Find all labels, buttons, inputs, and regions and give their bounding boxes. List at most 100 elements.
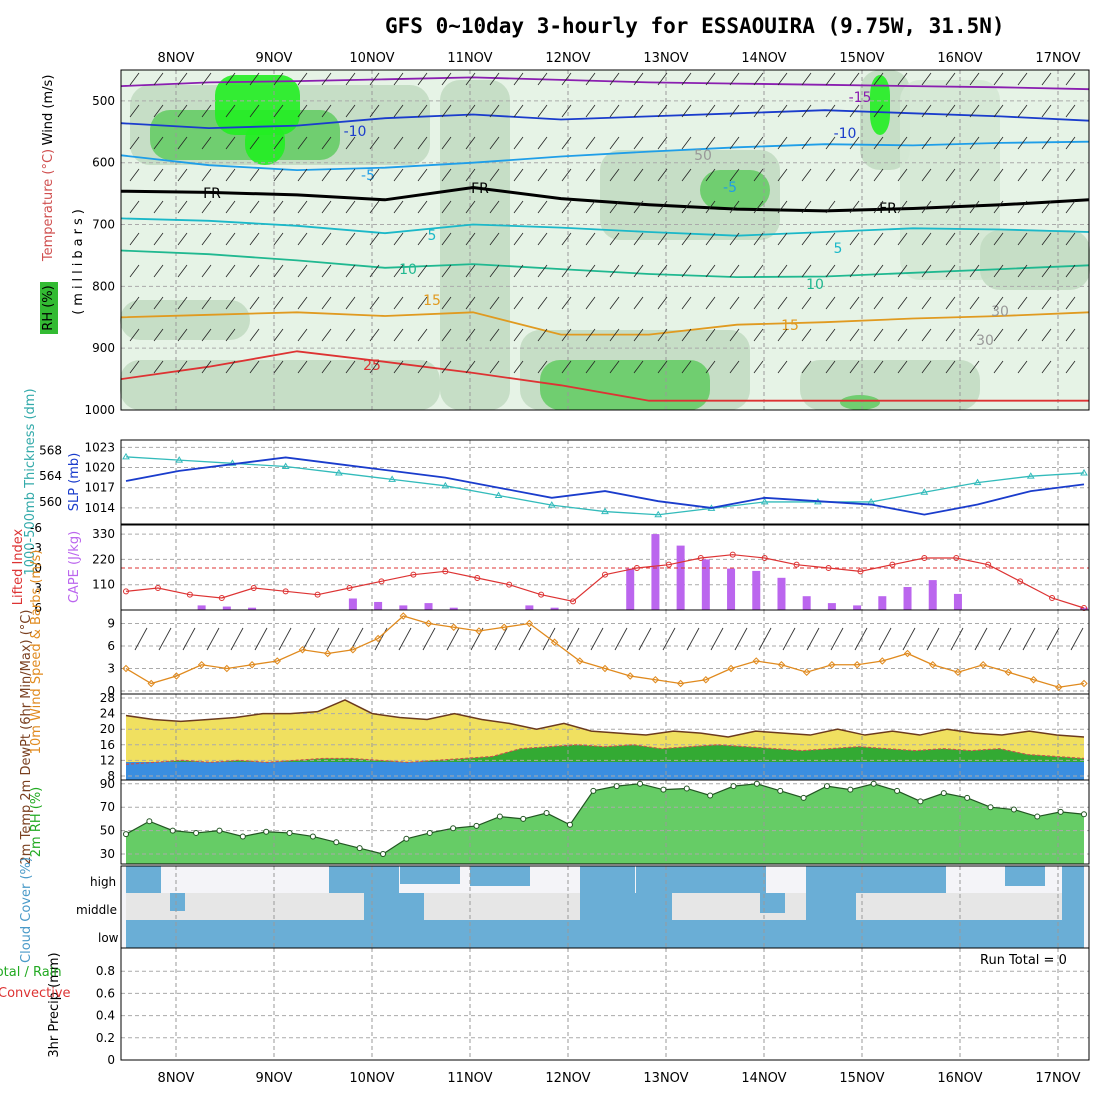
wind-barb: [945, 168, 956, 182]
wind-barb: [633, 136, 644, 150]
wind-barb: [225, 136, 236, 150]
surface-wind-barb: [542, 627, 556, 651]
wind-barb: [873, 264, 884, 278]
wind-barb: [273, 104, 284, 118]
wind-barb: [561, 328, 572, 342]
cool-band: [126, 762, 1084, 780]
cloud-block: [760, 893, 785, 913]
cloud-block: [806, 866, 946, 893]
precip-total-label: Total / Rain: [0, 965, 62, 980]
wind-barb: [681, 264, 692, 278]
cape-ylabel: CAPE (J/kg): [67, 531, 82, 603]
upper-ytick: 500: [92, 94, 115, 108]
wind-barb: [249, 232, 260, 246]
temp-ytick: 8: [107, 769, 115, 783]
wind-barb: [969, 136, 980, 150]
wind-barb: [441, 200, 452, 214]
wind-barb: [897, 136, 908, 150]
rh-point: [286, 829, 293, 836]
wind-speed-point: [802, 668, 811, 676]
rh-shade: [800, 360, 980, 410]
date-label-bottom: 17NOV: [1035, 1071, 1080, 1086]
wind-barb: [609, 136, 620, 150]
surface-wind-barb: [878, 627, 892, 651]
wind-barb: [945, 200, 956, 214]
date-label-bottom: 9NOV: [256, 1071, 293, 1086]
wind-barb: [633, 360, 644, 374]
surface-wind-barb: [158, 627, 172, 651]
wind-barb: [465, 328, 476, 342]
lifted-index-point: [346, 585, 353, 591]
wind-barb: [921, 360, 932, 374]
wind-barb: [753, 264, 764, 278]
wind-barb: [681, 136, 692, 150]
wind-barb: [417, 360, 428, 374]
wind-barb: [705, 104, 716, 118]
cloud-block: [580, 866, 635, 893]
wind-barb: [441, 104, 452, 118]
lifted-index-point: [282, 588, 289, 595]
wind-barb: [681, 232, 692, 246]
rh-point: [1057, 808, 1064, 815]
surface-wind-barb: [494, 627, 508, 651]
rh-point: [380, 851, 387, 857]
wind-barb: [345, 328, 356, 342]
cloud-block: [806, 893, 856, 920]
wind-barb: [489, 328, 500, 342]
wind-barb: [705, 232, 716, 246]
rh-shade: [120, 360, 440, 410]
cape-bar: [903, 587, 912, 610]
wind-barb: [273, 136, 284, 150]
wind-barb: [825, 232, 836, 246]
rh-shade: [440, 80, 510, 410]
wind-barb: [129, 136, 140, 150]
wind-barb: [201, 232, 212, 246]
rh-point: [964, 794, 971, 801]
wind-barb: [657, 296, 668, 310]
surface-wind-barb: [950, 627, 964, 651]
rh-shade: [980, 230, 1090, 290]
wind-barb: [489, 360, 500, 374]
wind-barb: [705, 72, 716, 86]
rh-point: [940, 790, 947, 797]
isotherm-label: 5: [428, 228, 437, 244]
wind-barb: [273, 296, 284, 310]
rh-point: [917, 798, 924, 805]
wind-barb: [801, 296, 812, 310]
lifted-index-point: [985, 561, 992, 568]
lifted-index-point: [442, 568, 449, 575]
rh-panel: 30 50 70 90 2m RH (%): [29, 777, 1090, 865]
wind-barb: [1065, 104, 1076, 118]
date-label-bottom: 16NOV: [937, 1071, 982, 1086]
cape-bar: [626, 568, 635, 610]
wind-barb: [225, 232, 236, 246]
wind-barb: [993, 200, 1004, 214]
wind-barb: [801, 168, 812, 182]
temp-ylabel: 2m Temp 2m DewPt (6hr Min/Max) (°C): [19, 610, 34, 865]
wind-speed-point: [903, 649, 912, 658]
wind-barb: [321, 168, 332, 182]
rh-ytick: 50: [100, 824, 115, 838]
wind-barb: [1041, 360, 1052, 374]
lifted-index-point: [633, 565, 640, 571]
cape-bar: [802, 596, 811, 610]
wind-barb: [849, 168, 860, 182]
surface-wind-barb: [326, 627, 340, 651]
wind-barb: [465, 360, 476, 374]
rh-ytick: 30: [100, 847, 115, 861]
wind-barb: [897, 168, 908, 182]
wind-barb: [537, 168, 548, 182]
date-label-bottom: 8NOV: [158, 1071, 195, 1086]
wind-barb: [441, 360, 452, 374]
wind-speed-point: [1055, 683, 1063, 691]
cape-bar: [197, 605, 206, 610]
surface-wind-barb: [182, 627, 196, 651]
wind-barb: [393, 136, 404, 150]
surface-wind-barb: [566, 627, 580, 651]
wind-barb: [273, 328, 284, 342]
lifted-index-point: [378, 578, 385, 585]
precip-ytick: 0.8: [96, 964, 115, 978]
wind-barb: [369, 168, 380, 182]
wind-barb: [921, 232, 932, 246]
